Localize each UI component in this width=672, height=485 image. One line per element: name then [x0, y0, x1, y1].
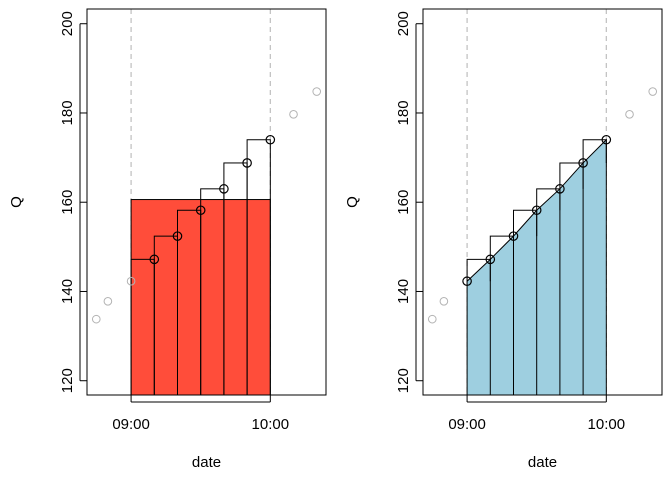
y-tick-label: 200 [395, 11, 412, 36]
x-axis-title: date [192, 454, 221, 471]
data-point-outside [289, 110, 298, 119]
y-tick-label: 180 [59, 100, 76, 125]
data-point [531, 205, 542, 216]
y-tick-label: 160 [59, 190, 76, 215]
data-point [242, 158, 252, 168]
panel-2: 120 140 160 180 200 09:00 10:00 date Q [344, 8, 663, 471]
x-tick-label: 09:00 [112, 416, 150, 433]
y-tick-label: 140 [395, 279, 412, 304]
data-point [462, 276, 472, 287]
x-tick-label: 09:00 [448, 416, 486, 433]
data-point [172, 231, 183, 241]
step-outline [489, 235, 514, 260]
step-outline [512, 209, 538, 237]
data-point-outside [648, 87, 658, 96]
data-point [555, 184, 565, 194]
step-outline [466, 258, 491, 282]
x-tick-label: 10:00 [252, 416, 290, 433]
data-point [149, 254, 160, 265]
data-point-outside [126, 276, 136, 286]
data-point-outside [439, 296, 449, 306]
data-point [195, 205, 206, 216]
step-outline [536, 188, 561, 211]
data-point-outside [312, 87, 322, 96]
step-outline [582, 139, 607, 163]
y-tick-label: 120 [59, 368, 76, 393]
x-tick-label: 10:00 [588, 416, 626, 433]
panel-1: 120 140 160 180 200 09:00 10:00 date Q [8, 8, 327, 471]
step-outline [559, 162, 584, 189]
y-tick-label: 140 [59, 279, 76, 304]
data-point [265, 134, 276, 145]
y-tick-label: 120 [395, 368, 412, 393]
data-point [578, 158, 588, 168]
data-point [508, 231, 519, 241]
y-tick-label: 160 [395, 190, 412, 215]
data-point [485, 254, 496, 265]
data-point [601, 134, 612, 145]
x-axis-title: date [528, 454, 557, 471]
data-point-outside [103, 296, 113, 306]
data-point [219, 184, 229, 194]
data-point-outside [91, 314, 101, 324]
y-axis-title: Q [8, 196, 25, 208]
y-tick-label: 180 [395, 100, 412, 125]
y-axis-title: Q [344, 196, 361, 208]
data-point-outside [625, 110, 634, 119]
data-point-outside [427, 314, 437, 324]
y-tick-label: 200 [59, 11, 76, 36]
